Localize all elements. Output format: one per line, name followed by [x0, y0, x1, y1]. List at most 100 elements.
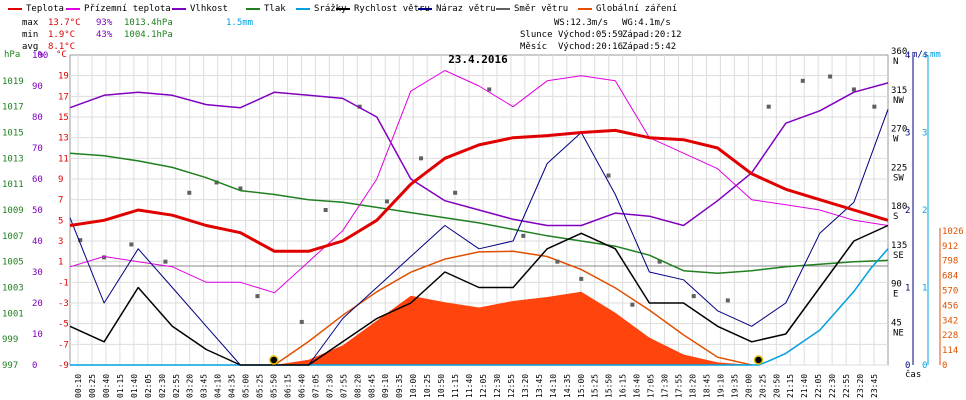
- x-tick-label: 19:35: [730, 374, 739, 398]
- tick-label-wind-dir: 315: [891, 86, 907, 96]
- legend-item: Teplota: [8, 3, 64, 15]
- tick-label-wind-dir-cardinal: W: [893, 135, 899, 145]
- x-tick-label: 17:05: [647, 374, 656, 398]
- tick-label-pressure: 999: [2, 335, 18, 345]
- wind-direction-point: [384, 199, 389, 204]
- series-line-teplota: [69, 128, 889, 253]
- x-tick-label: 10:25: [423, 374, 432, 398]
- x-tick-label: 22:05: [814, 374, 823, 398]
- wind-direction-point: [851, 87, 856, 92]
- sunset-marker: [753, 355, 764, 365]
- legend-label: Srážky: [314, 4, 347, 14]
- wind-direction-point: [238, 186, 243, 191]
- x-tick-label: 21:40: [800, 374, 809, 398]
- wind-direction-point: [78, 238, 83, 243]
- wind-direction-point: [163, 259, 168, 264]
- wind-direction-point: [214, 180, 219, 185]
- tick-label-temperature: 3: [58, 237, 63, 247]
- legend-swatch: [8, 8, 22, 10]
- tick-label-humidity: 90: [32, 82, 43, 92]
- x-tick-label: 12:30: [493, 374, 502, 398]
- axis-title-pressure: hPa: [4, 50, 20, 60]
- wind-direction-point: [419, 156, 424, 161]
- x-tick-label: 19:10: [716, 374, 725, 398]
- stats-min-humidity: 43%: [96, 30, 113, 40]
- x-tick-label: 07:55: [339, 374, 348, 398]
- tick-label-humidity: 60: [32, 175, 43, 185]
- tick-label-wind-speed: 1: [905, 284, 910, 294]
- x-tick-label: 18:45: [702, 374, 711, 398]
- legend-swatch: [496, 8, 510, 10]
- sun-set: Západ:20:12: [622, 30, 682, 40]
- tick-label-radiation: 1026: [942, 227, 964, 237]
- legend-label: Vlhkost: [190, 4, 228, 14]
- tick-label-temperature: 9: [58, 175, 63, 185]
- tick-label-temperature: -5: [58, 320, 69, 330]
- x-tick-label: 08:20: [353, 374, 362, 398]
- tick-label-pressure: 1005: [2, 258, 24, 268]
- tick-label-humidity: 30: [32, 268, 43, 278]
- tick-label-pressure: 1011: [2, 180, 24, 190]
- x-tick-label: 20:25: [758, 374, 767, 398]
- tick-label-pressure: 1007: [2, 232, 24, 242]
- wind-direction-point: [725, 298, 730, 303]
- legend-label: Globální záření: [596, 4, 678, 14]
- legend-swatch: [172, 8, 186, 10]
- x-tick-label: 06:40: [297, 374, 306, 398]
- legend-label: Směr větru: [514, 4, 569, 14]
- wind-direction-point: [766, 104, 771, 109]
- tick-label-radiation: 570: [942, 287, 958, 297]
- stats-max-humidity: 93%: [96, 18, 113, 28]
- x-tick-label: 16:15: [619, 374, 628, 398]
- x-tick-label: 21:15: [786, 374, 795, 398]
- x-tick-label: 11:15: [451, 374, 460, 398]
- axis-title-rain: mm: [930, 50, 941, 60]
- tick-label-temperature: 17: [58, 92, 69, 102]
- x-tick-label: 20:50: [772, 374, 781, 398]
- x-tick-label: 07:05: [311, 374, 320, 398]
- x-tick-label: 15:00: [577, 374, 586, 398]
- tick-label-wind-speed: 2: [905, 206, 910, 216]
- wind-direction-point: [555, 259, 560, 264]
- tick-label-pressure: 997: [2, 361, 18, 371]
- tick-label-pressure: 1009: [2, 206, 24, 216]
- tick-label-humidity: 10: [32, 330, 43, 340]
- wind-direction-point: [521, 233, 526, 238]
- tick-label-temperature: -1: [58, 278, 69, 288]
- wind-direction-point: [606, 173, 611, 178]
- x-tick-label: 22:30: [828, 374, 837, 398]
- series-radiation-potential-line: [274, 250, 752, 366]
- tick-label-wind-dir-cardinal: NW: [893, 96, 904, 106]
- x-tick-label: 04:10: [214, 374, 223, 398]
- legend-item: Rychlost větru: [336, 3, 430, 15]
- x-tick-label: 23:45: [870, 374, 879, 398]
- legend-label: Teplota: [26, 4, 64, 14]
- legend-item: Přízemní teplota: [66, 3, 171, 15]
- x-tick-label: 02:30: [158, 374, 167, 398]
- legend-label: Tlak: [264, 4, 286, 14]
- tick-label-temperature: -9: [58, 361, 69, 371]
- wind-direction-point: [579, 276, 584, 281]
- tick-label-wind-speed: 0: [905, 361, 910, 371]
- moon-label: Měsíc: [520, 42, 548, 52]
- x-tick-label: 05:00: [242, 374, 251, 398]
- tick-label-rain: 3: [922, 129, 927, 139]
- x-tick-label: 05:25: [256, 374, 265, 398]
- wind-direction-point: [872, 104, 877, 109]
- stats-min-pressure: 1004.1hPa: [124, 30, 173, 40]
- x-tick-label: 14:35: [563, 374, 572, 398]
- stats-max-pressure: 1013.4hPa: [124, 18, 173, 28]
- tick-label-radiation: 228: [942, 331, 958, 341]
- tick-label-wind-dir: 180: [891, 202, 907, 212]
- axis-title-temperature: °C: [56, 50, 67, 60]
- axis-title-humidity: %: [38, 50, 44, 60]
- tick-label-wind-dir: 225: [891, 163, 907, 173]
- tick-label-wind-dir: 135: [891, 241, 907, 251]
- tick-label-pressure: 1015: [2, 129, 24, 139]
- legend-item: Srážky: [296, 3, 347, 15]
- x-tick-label: 16:40: [633, 374, 642, 398]
- x-tick-label: 08:45: [367, 374, 376, 398]
- legend-swatch: [246, 8, 260, 10]
- tick-label-temperature: 1: [58, 258, 63, 268]
